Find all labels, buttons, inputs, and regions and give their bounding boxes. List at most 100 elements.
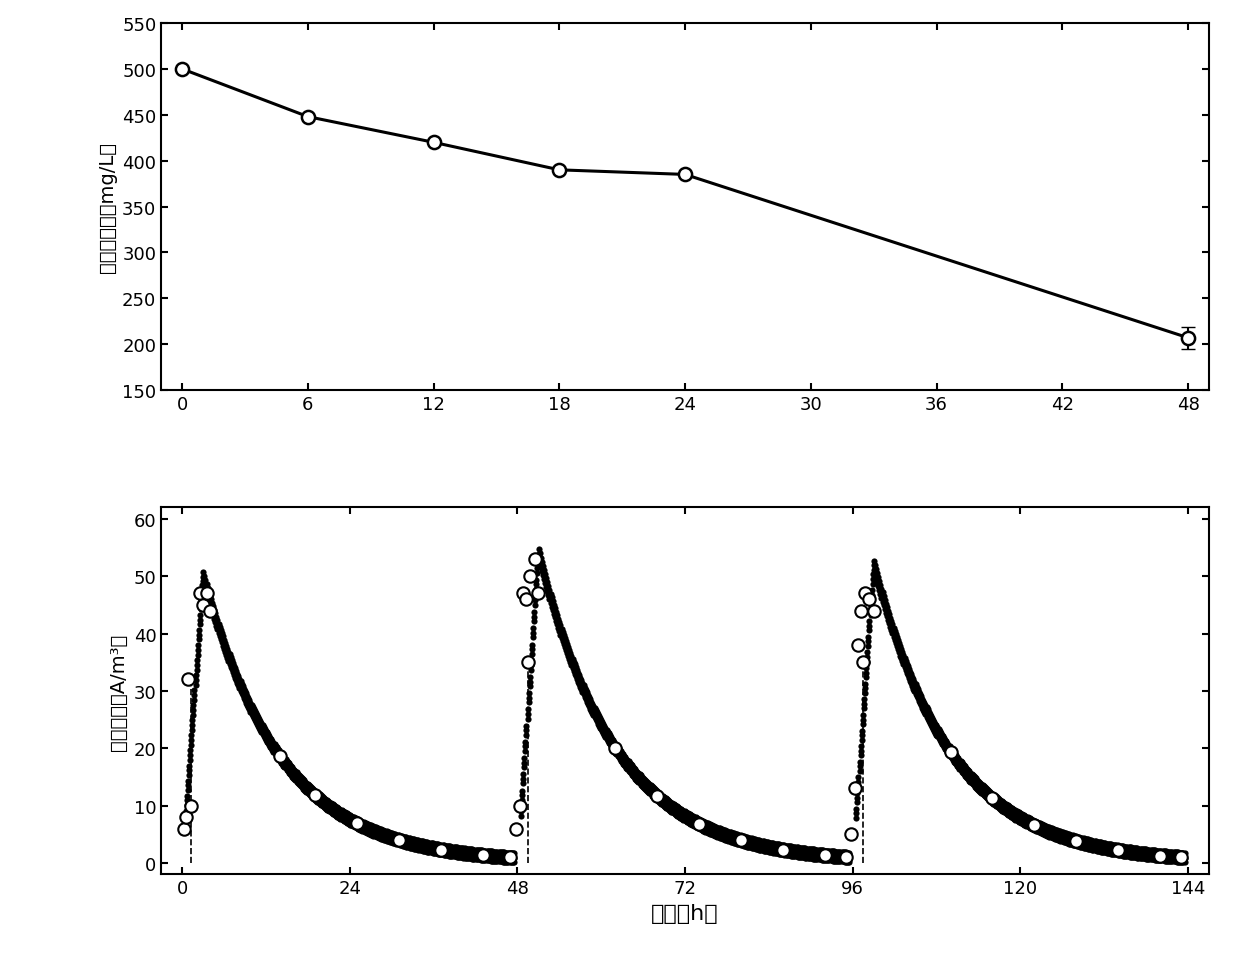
Point (303, 785, 322, 801)
Point (234, 686, 254, 702)
Point (1009, 814, 1029, 829)
Point (1100, 841, 1120, 856)
Point (341, 808, 361, 824)
Point (516, 592, 536, 607)
Point (1127, 850, 1147, 865)
Point (262, 736, 281, 752)
Point (884, 625, 904, 640)
Point (744, 836, 764, 851)
Point (926, 718, 946, 733)
Point (402, 836, 422, 851)
Point (1039, 820, 1059, 835)
Point (290, 769, 310, 784)
Point (671, 805, 691, 821)
Point (433, 842, 453, 857)
Point (458, 846, 477, 861)
Point (908, 691, 928, 706)
Point (1097, 841, 1117, 856)
Point (1038, 828, 1058, 844)
Point (915, 698, 935, 713)
Point (1114, 844, 1133, 859)
Point (999, 800, 1019, 815)
Point (1064, 833, 1084, 849)
Point (831, 850, 851, 865)
Y-axis label: 硫酸盐浓度（mg/L）: 硫酸盐浓度（mg/L） (98, 142, 117, 273)
Point (1001, 804, 1021, 820)
Point (469, 843, 489, 858)
Point (703, 823, 723, 838)
Point (1073, 840, 1092, 855)
Point (1094, 840, 1114, 855)
Point (253, 722, 273, 737)
Point (398, 830, 418, 846)
Point (991, 798, 1011, 813)
Point (709, 829, 729, 845)
Point (215, 632, 234, 648)
Point (998, 802, 1018, 818)
Point (298, 780, 317, 796)
Point (847, 785, 867, 801)
Point (914, 702, 934, 718)
Point (503, 850, 523, 866)
Point (412, 843, 432, 858)
Point (692, 813, 712, 828)
Point (808, 851, 828, 867)
Point (379, 829, 399, 845)
Point (289, 772, 309, 787)
Point (924, 714, 944, 729)
Point (944, 745, 963, 760)
Point (487, 845, 507, 860)
Point (495, 845, 515, 860)
Point (921, 708, 941, 724)
Point (1049, 828, 1069, 844)
Point (184, 702, 203, 718)
Point (868, 575, 888, 590)
Point (340, 812, 360, 827)
Point (1066, 833, 1086, 849)
Point (631, 768, 651, 783)
Point (429, 837, 449, 852)
Point (593, 715, 613, 730)
Point (1025, 823, 1045, 838)
Point (727, 826, 746, 842)
Point (732, 828, 751, 844)
Point (647, 788, 667, 803)
Point (368, 821, 388, 836)
Point (822, 849, 842, 864)
Point (408, 837, 428, 852)
Point (560, 651, 580, 666)
Point (945, 755, 965, 771)
Point (413, 834, 433, 850)
Point (1099, 846, 1118, 861)
Point (961, 771, 981, 786)
Point (1083, 833, 1102, 849)
Point (620, 765, 640, 780)
Point (888, 633, 908, 649)
Point (722, 834, 742, 850)
Point (453, 841, 472, 856)
Point (1116, 844, 1136, 859)
Point (826, 853, 846, 869)
Point (252, 720, 272, 735)
Point (877, 600, 897, 615)
Point (1049, 833, 1069, 849)
Point (729, 837, 749, 852)
Point (435, 838, 455, 853)
Point (751, 838, 771, 853)
Point (1115, 849, 1135, 864)
Point (651, 792, 671, 807)
Point (730, 837, 750, 852)
Point (252, 725, 272, 740)
Point (1063, 827, 1083, 843)
Point (1053, 825, 1073, 840)
Point (532, 554, 552, 570)
Point (414, 844, 434, 859)
Point (543, 603, 563, 618)
Point (925, 726, 945, 741)
Point (756, 834, 776, 850)
Point (870, 587, 890, 603)
Point (661, 795, 681, 810)
Point (377, 833, 397, 849)
Point (848, 779, 868, 795)
Point (1034, 826, 1054, 842)
